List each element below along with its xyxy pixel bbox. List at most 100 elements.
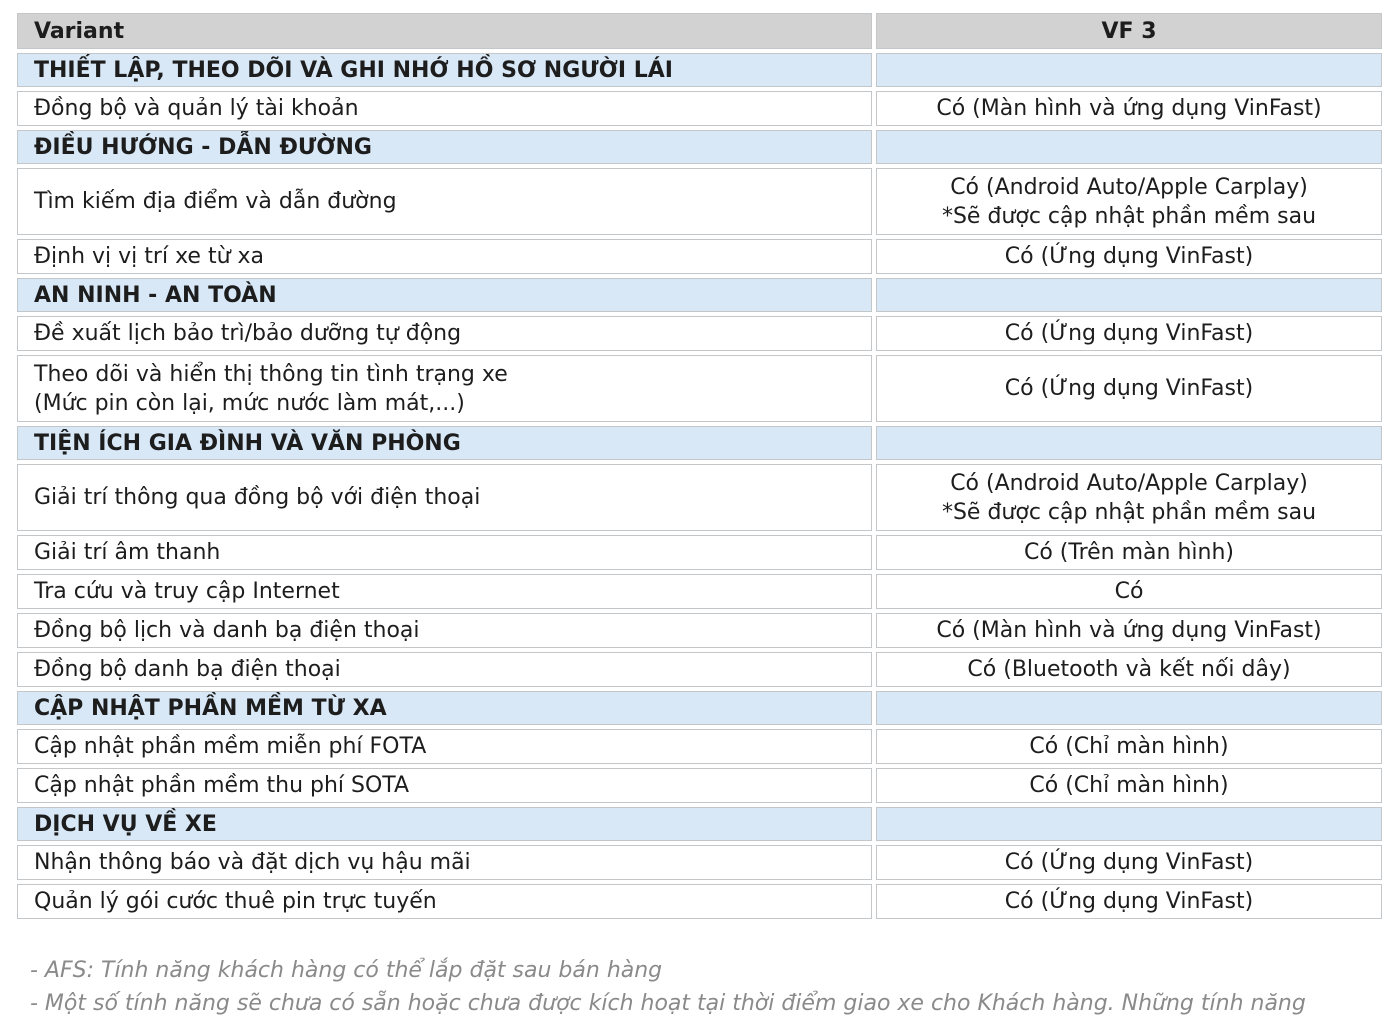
feature-value-cell: Có (Ứng dụng VinFast) xyxy=(876,884,1382,920)
section-title-cell: THIẾT LẬP, THEO DÕI VÀ GHI NHỚ HỒ SƠ NGƯ… xyxy=(17,53,872,87)
cell-line: Nhận thông báo và đặt dịch vụ hậu mãi xyxy=(34,850,471,876)
cell-line: *Sẽ được cập nhật phần mềm sau xyxy=(941,203,1317,229)
feature-name-cell: Theo dõi và hiển thị thông tin tình trạn… xyxy=(17,355,872,423)
feature-name-cell: Định vị vị trí xe từ xa xyxy=(17,239,872,275)
cell-line: ĐIỀU HƯỚNG - DẪN ĐƯỜNG xyxy=(34,134,372,160)
column-header-vf3: VF 3 xyxy=(876,13,1382,49)
feature-value-cell: Có (Bluetooth và kết nối dây) xyxy=(876,652,1382,688)
feature-value-cell: Có (Ứng dụng VinFast) xyxy=(876,845,1382,881)
cell-line: Tra cứu và truy cập Internet xyxy=(34,579,340,605)
cell-line: Có (Ứng dụng VinFast) xyxy=(1004,850,1254,876)
feature-name-cell: Đề xuất lịch bảo trì/bảo dưỡng tự động xyxy=(17,316,872,352)
footnote: - Một số tính năng sẽ chưa có sẵn hoặc c… xyxy=(30,990,1306,1016)
cell-line: THIẾT LẬP, THEO DÕI VÀ GHI NHỚ HỒ SƠ NGƯ… xyxy=(34,57,673,83)
cell-line: *Sẽ được cập nhật phần mềm sau xyxy=(941,499,1317,525)
cell-line: TIỆN ÍCH GIA ĐÌNH VÀ VĂN PHÒNG xyxy=(34,430,461,456)
feature-name-cell: Đồng bộ và quản lý tài khoản xyxy=(17,91,872,127)
feature-row: Cập nhật phần mềm thu phí SOTA Có (Chỉ mà… xyxy=(17,768,1382,804)
feature-name-cell: Cập nhật phần mềm thu phí SOTA xyxy=(17,768,872,804)
feature-row: Tìm kiếm địa điểm và dẫn đường Có (Androi… xyxy=(17,168,1382,236)
section-title-cell: CẬP NHẬT PHẦN MỀM TỪ XA xyxy=(17,691,872,726)
column-header-variant: Variant xyxy=(17,13,872,49)
feature-row: Đồng bộ danh bạ điện thoại Có (Bluetooth … xyxy=(17,652,1382,688)
feature-name-cell: Đồng bộ lịch và danh bạ điện thoại xyxy=(17,613,872,649)
section-empty-cell xyxy=(876,278,1382,313)
feature-value-cell: Có (Màn hình và ứng dụng VinFast) xyxy=(876,91,1382,127)
cell-line: Có (Màn hình và ứng dụng VinFast) xyxy=(936,96,1322,121)
section-title-cell: TIỆN ÍCH GIA ĐÌNH VÀ VĂN PHÒNG xyxy=(17,426,872,461)
section-row: ĐIỀU HƯỚNG - DẪN ĐƯỜNG xyxy=(17,130,1382,165)
feature-row: Nhận thông báo và đặt dịch vụ hậu mãi Có … xyxy=(17,845,1382,881)
feature-name-cell: Đồng bộ danh bạ điện thoại xyxy=(17,652,872,688)
feature-value-cell: Có (Android Auto/Apple Carplay) *Sẽ được … xyxy=(876,168,1382,236)
feature-row: Quản lý gói cước thuê pin trực tuyến Có (… xyxy=(17,884,1382,920)
section-empty-cell xyxy=(876,53,1382,87)
table-head: Variant VF 3 xyxy=(17,13,1382,49)
cell-line: Tìm kiếm địa điểm và dẫn đường xyxy=(34,189,397,215)
feature-value-cell: Có (Android Auto/Apple Carplay) *Sẽ được … xyxy=(876,464,1382,532)
cell-line: Có (Ứng dụng VinFast) xyxy=(1004,376,1254,402)
feature-name-cell: Tra cứu và truy cập Internet xyxy=(17,574,872,610)
cell-line: Đề xuất lịch bảo trì/bảo dưỡng tự động xyxy=(34,321,462,347)
section-row: THIẾT LẬP, THEO DÕI VÀ GHI NHỚ HỒ SƠ NGƯ… xyxy=(17,53,1382,87)
cell-line: Có (Android Auto/Apple Carplay) xyxy=(950,174,1308,200)
cell-line: Giải trí thông qua đồng bộ với điện thoạ… xyxy=(34,485,481,511)
cell-line: Đồng bộ lịch và danh bạ điện thoại xyxy=(34,618,420,644)
feature-row: Tra cứu và truy cập Internet Có xyxy=(17,574,1382,610)
section-row: CẬP NHẬT PHẦN MỀM TỪ XA xyxy=(17,691,1382,726)
cell-line: Đồng bộ và quản lý tài khoản xyxy=(34,96,359,121)
footnote: - AFS: Tính năng khách hàng có thể lắp đ… xyxy=(30,958,663,984)
cell-line: Có (Trên màn hình) xyxy=(1023,540,1234,566)
footnotes: - AFS: Tính năng khách hàng có thể lắp đ… xyxy=(30,955,1350,1016)
connected-services-table: Variant VF 3 THIẾT LẬP, THEO DÕI VÀ GHI … xyxy=(13,9,1386,923)
feature-value-cell: Có xyxy=(876,574,1382,610)
cell-line: Có (Màn hình và ứng dụng VinFast) xyxy=(936,618,1322,644)
feature-name-cell: Giải trí âm thanh xyxy=(17,535,872,571)
feature-row: Đồng bộ và quản lý tài khoản Có (Màn hình… xyxy=(17,91,1382,127)
cell-line: Cập nhật phần mềm thu phí SOTA xyxy=(34,773,410,799)
cell-line: Cập nhật phần mềm miễn phí FOTA xyxy=(34,734,427,760)
feature-row: Giải trí âm thanh Có (Trên màn hình) xyxy=(17,535,1382,571)
feature-row: Cập nhật phần mềm miễn phí FOTA Có (Chỉ m… xyxy=(17,729,1382,765)
feature-row: Theo dõi và hiển thị thông tin tình trạn… xyxy=(17,355,1382,423)
section-row: DỊCH VỤ VỀ XE xyxy=(17,807,1382,842)
section-row: TIỆN ÍCH GIA ĐÌNH VÀ VĂN PHÒNG xyxy=(17,426,1382,461)
feature-name-cell: Nhận thông báo và đặt dịch vụ hậu mãi xyxy=(17,845,872,881)
cell-line: Theo dõi và hiển thị thông tin tình trạn… xyxy=(34,361,508,387)
cell-line: Quản lý gói cước thuê pin trực tuyến xyxy=(34,889,437,915)
feature-row: Đề xuất lịch bảo trì/bảo dưỡng tự động Có… xyxy=(17,316,1382,352)
cell-line: Có (Android Auto/Apple Carplay) xyxy=(950,470,1308,496)
section-empty-cell xyxy=(876,426,1382,461)
feature-value-cell: Có (Ứng dụng VinFast) xyxy=(876,355,1382,423)
cell-line: Có (Ứng dụng VinFast) xyxy=(1004,244,1254,270)
cell-line: Có (Ứng dụng VinFast) xyxy=(1004,889,1254,915)
section-empty-cell xyxy=(876,807,1382,842)
feature-row: Định vị vị trí xe từ xa Có (Ứng dụng VinF… xyxy=(17,239,1382,275)
feature-name-cell: Cập nhật phần mềm miễn phí FOTA xyxy=(17,729,872,765)
cell-line: (Mức pin còn lại, mức nước làm mát,...) xyxy=(34,390,465,416)
cell-line: Có (Chỉ màn hình) xyxy=(1029,773,1229,799)
feature-value-cell: Có (Màn hình và ứng dụng VinFast) xyxy=(876,613,1382,649)
section-title-cell: AN NINH - AN TOÀN xyxy=(17,278,872,313)
feature-row: Đồng bộ lịch và danh bạ điện thoại Có (Mà… xyxy=(17,613,1382,649)
feature-name-cell: Tìm kiếm địa điểm và dẫn đường xyxy=(17,168,872,236)
cell-line: Có xyxy=(1114,579,1144,605)
cell-line: Định vị vị trí xe từ xa xyxy=(34,244,265,270)
section-title-cell: DỊCH VỤ VỀ XE xyxy=(17,807,872,842)
cell-line: Có (Bluetooth và kết nối dây) xyxy=(967,657,1291,683)
spec-table-body: THIẾT LẬP, THEO DÕI VÀ GHI NHỚ HỒ SƠ NGƯ… xyxy=(17,53,1382,920)
feature-value-cell: Có (Ứng dụng VinFast) xyxy=(876,316,1382,352)
cell-line: Giải trí âm thanh xyxy=(34,540,221,566)
feature-value-cell: Có (Chỉ màn hình) xyxy=(876,729,1382,765)
cell-line: Có (Ứng dụng VinFast) xyxy=(1004,321,1254,347)
feature-name-cell: Quản lý gói cước thuê pin trực tuyến xyxy=(17,884,872,920)
section-empty-cell xyxy=(876,691,1382,726)
feature-name-cell: Giải trí thông qua đồng bộ với điện thoạ… xyxy=(17,464,872,532)
feature-value-cell: Có (Ứng dụng VinFast) xyxy=(876,239,1382,275)
cell-line: Có (Chỉ màn hình) xyxy=(1029,734,1229,760)
cell-line: AN NINH - AN TOÀN xyxy=(34,282,277,308)
cell-line: DỊCH VỤ VỀ XE xyxy=(34,811,217,837)
cell-line: Đồng bộ danh bạ điện thoại xyxy=(34,657,341,683)
section-empty-cell xyxy=(876,130,1382,165)
